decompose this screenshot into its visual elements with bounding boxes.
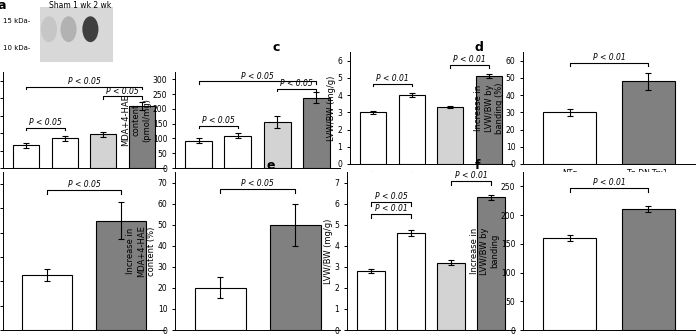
Bar — [543, 112, 596, 164]
Text: P < 0.05: P < 0.05 — [106, 87, 139, 96]
Text: d: d — [475, 41, 484, 54]
Bar — [225, 136, 251, 168]
Bar — [358, 271, 384, 330]
Y-axis label: LVW/BW (mg/g): LVW/BW (mg/g) — [327, 75, 336, 141]
Text: P < 0.01: P < 0.01 — [453, 55, 486, 64]
Text: P < 0.01: P < 0.01 — [454, 171, 487, 180]
Text: P < 0.05: P < 0.05 — [281, 79, 313, 88]
Ellipse shape — [41, 16, 57, 42]
Bar — [398, 233, 425, 330]
Bar — [476, 76, 502, 164]
Bar — [398, 95, 425, 164]
Bar — [303, 98, 330, 168]
Y-axis label: MDA+4-HAE
content
(pmol/mg): MDA+4-HAE content (pmol/mg) — [122, 94, 151, 146]
Text: c: c — [272, 41, 279, 54]
Y-axis label: Increase in
MDA+4-HAE
content (%): Increase in MDA+4-HAE content (%) — [127, 225, 156, 277]
Bar — [90, 134, 116, 168]
Bar — [477, 197, 505, 330]
Text: Tg-DN-Trx1: Tg-DN-Trx1 — [102, 207, 144, 216]
Bar — [622, 209, 675, 330]
Text: NTg: NTg — [211, 207, 226, 216]
Bar — [52, 138, 78, 168]
Text: P < 0.05: P < 0.05 — [241, 179, 274, 188]
Text: a: a — [0, 0, 6, 12]
Bar — [438, 107, 463, 164]
Text: NTg: NTg — [38, 207, 53, 216]
Bar — [129, 106, 155, 168]
Bar — [186, 140, 212, 168]
Text: P < 0.01: P < 0.01 — [376, 74, 409, 83]
Bar — [195, 288, 246, 330]
Bar — [270, 225, 321, 330]
Text: f: f — [475, 159, 480, 173]
Ellipse shape — [60, 16, 76, 42]
Text: P < 0.05: P < 0.05 — [29, 118, 62, 127]
Bar — [40, 7, 113, 62]
Y-axis label: Increase in
LVW/BW by
banding (%): Increase in LVW/BW by banding (%) — [475, 82, 504, 134]
Text: Tg-DN-Trx1: Tg-DN-Trx1 — [449, 210, 491, 219]
Text: P < 0.05: P < 0.05 — [68, 180, 100, 189]
Bar — [264, 122, 290, 168]
Text: e: e — [267, 159, 275, 173]
Text: NTg: NTg — [385, 210, 400, 219]
Text: P < 0.01: P < 0.01 — [374, 204, 407, 213]
Bar — [96, 221, 146, 330]
Bar — [438, 263, 465, 330]
Bar — [543, 238, 596, 330]
Bar — [22, 275, 72, 330]
Text: P < 0.05: P < 0.05 — [241, 72, 274, 81]
Text: P < 0.05: P < 0.05 — [68, 77, 100, 86]
Bar — [13, 145, 39, 168]
Text: P < 0.05: P < 0.05 — [202, 116, 235, 125]
Text: P < 0.01: P < 0.01 — [593, 53, 625, 62]
Bar — [360, 112, 386, 164]
Text: 15 kDa-: 15 kDa- — [3, 18, 30, 24]
Text: Tg-DN-Trx1: Tg-DN-Trx1 — [276, 207, 318, 216]
Text: Sham 1 wk 2 wk: Sham 1 wk 2 wk — [49, 1, 111, 10]
Text: P < 0.01: P < 0.01 — [593, 178, 625, 187]
Y-axis label: Increase in
LVW/BW by
banding: Increase in LVW/BW by banding — [470, 227, 500, 275]
Text: P < 0.05: P < 0.05 — [374, 192, 407, 201]
Ellipse shape — [83, 16, 99, 42]
Bar — [622, 81, 675, 164]
Text: 10 kDa-: 10 kDa- — [3, 45, 30, 51]
Y-axis label: LVW/BW (mg/g): LVW/BW (mg/g) — [324, 218, 333, 284]
